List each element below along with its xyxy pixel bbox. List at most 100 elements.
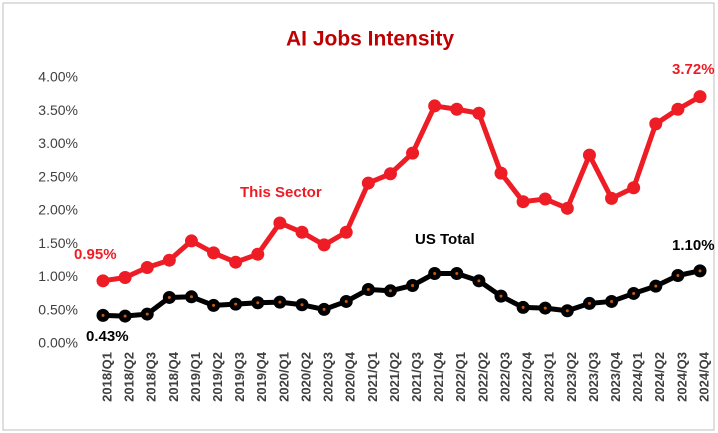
point [472, 106, 486, 120]
chart-title: AI Jobs Intensity [286, 28, 454, 51]
point [582, 148, 596, 162]
point [295, 225, 309, 239]
x-tick-label: 2018/Q1 [99, 352, 114, 402]
x-tick-label: 2024/Q3 [674, 352, 689, 402]
point-center [632, 291, 636, 295]
point [229, 255, 243, 269]
point [671, 102, 685, 116]
point [207, 246, 221, 260]
point-center [698, 269, 702, 273]
data-label: 0.43% [86, 328, 129, 345]
x-tick-label: 2022/Q4 [520, 351, 535, 402]
point [140, 261, 154, 275]
point-center [145, 312, 149, 316]
point-center [521, 305, 525, 309]
point-center [565, 309, 569, 313]
point [273, 216, 287, 230]
x-tick-label: 2019/Q3 [232, 352, 247, 402]
point-center [101, 313, 105, 317]
point-center [123, 314, 127, 318]
point [383, 167, 397, 181]
series-label: US Total [415, 231, 475, 248]
point [627, 181, 641, 195]
x-tick-label: 2021/Q3 [409, 352, 424, 402]
point-center [300, 303, 304, 307]
x-tick-label: 2019/Q2 [210, 352, 225, 402]
point-center [344, 299, 348, 303]
point [96, 274, 110, 288]
point [428, 99, 442, 113]
series-label: This Sector [240, 184, 322, 201]
point-center [433, 272, 437, 276]
y-tick-label: 3.50% [38, 102, 78, 118]
x-tick-label: 2024/Q2 [652, 352, 667, 402]
series-line [102, 94, 702, 284]
x-tick-label: 2022/Q1 [453, 352, 468, 402]
x-tick-label: 2019/Q4 [254, 351, 269, 402]
y-tick-label: 2.50% [38, 168, 78, 184]
point-center [388, 289, 392, 293]
point-center [322, 307, 326, 311]
point [560, 201, 574, 215]
point [450, 102, 464, 116]
point-center [234, 302, 238, 306]
point-center [676, 274, 680, 278]
data-label: 1.10% [672, 237, 715, 254]
x-tick-label: 2021/Q1 [365, 352, 380, 402]
x-tick-label: 2018/Q3 [144, 352, 159, 402]
point [693, 90, 707, 104]
point [406, 146, 420, 160]
y-tick-label: 4.00% [38, 69, 78, 85]
point [184, 234, 198, 248]
x-tick-label: 2020/Q3 [321, 352, 336, 402]
x-tick-label: 2023/Q2 [564, 352, 579, 402]
point [494, 166, 508, 180]
x-tick-label: 2022/Q3 [497, 352, 512, 402]
point-center [499, 294, 503, 298]
point-center [212, 303, 216, 307]
point-center [455, 272, 459, 276]
x-tick-label: 2024/Q4 [696, 351, 711, 402]
point [317, 238, 331, 252]
data-label: 3.72% [672, 61, 715, 78]
x-tick-label: 2023/Q3 [586, 352, 601, 402]
point [361, 176, 375, 190]
point-center [256, 301, 260, 305]
point-center [411, 283, 415, 287]
point [339, 225, 353, 239]
y-tick-label: 1.00% [38, 268, 78, 284]
point-center [477, 279, 481, 283]
x-tick-label: 2020/Q2 [298, 352, 313, 402]
series-line [102, 268, 701, 319]
y-tick-label: 0.50% [38, 301, 78, 317]
point [251, 247, 265, 261]
x-tick-label: 2021/Q4 [431, 351, 446, 402]
y-tick-label: 2.00% [38, 202, 78, 218]
point-center [167, 295, 171, 299]
point-center [189, 295, 193, 299]
x-tick-label: 2024/Q1 [630, 352, 645, 402]
x-tick-label: 2022/Q2 [475, 352, 490, 402]
point [118, 271, 132, 284]
x-tick-label: 2021/Q2 [387, 352, 402, 402]
point [162, 253, 176, 267]
point [649, 117, 663, 131]
point-center [654, 284, 658, 288]
point-center [543, 306, 547, 310]
point [538, 192, 552, 206]
point-center [587, 301, 591, 305]
point [516, 195, 530, 209]
x-tick-label: 2018/Q4 [166, 351, 181, 402]
point [605, 191, 619, 205]
x-tick-label: 2019/Q1 [188, 352, 203, 402]
point-center [610, 299, 614, 303]
point-center [366, 287, 370, 291]
data-label: 0.95% [74, 246, 117, 263]
x-tick-label: 2023/Q4 [608, 351, 623, 402]
x-tick-label: 2020/Q4 [343, 351, 358, 402]
y-tick-label: 1.50% [38, 235, 78, 251]
point-center [278, 300, 282, 304]
y-tick-label: 0.00% [38, 335, 78, 351]
